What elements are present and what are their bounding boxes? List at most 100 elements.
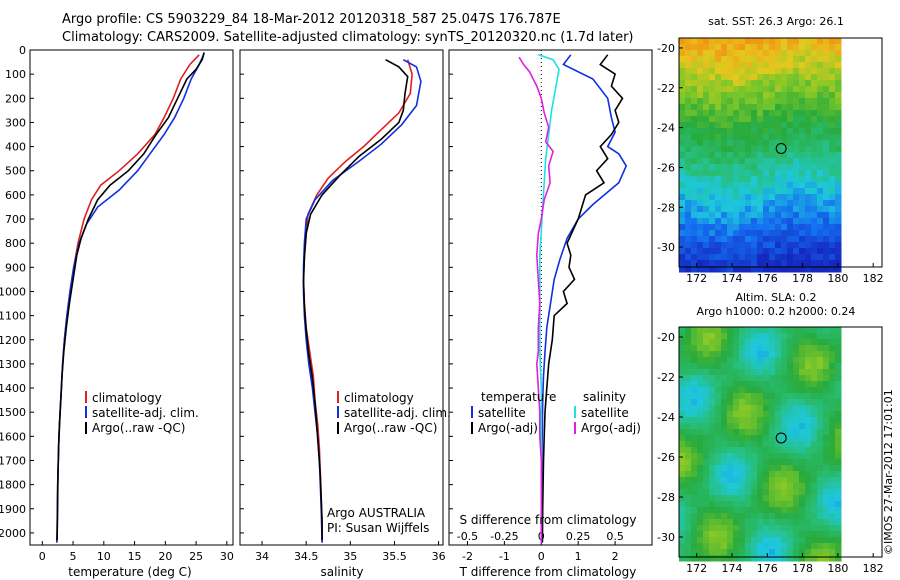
- map-cell: [685, 194, 692, 201]
- map-cell: [787, 74, 794, 81]
- map-cell: [721, 363, 728, 370]
- map-cell: [721, 224, 728, 231]
- map-cell: [727, 513, 734, 520]
- map-cell: [805, 339, 812, 346]
- map-cell: [739, 519, 746, 526]
- map-cell: [823, 176, 830, 183]
- map-cell: [703, 122, 710, 129]
- map-cell: [811, 236, 818, 243]
- map-cell: [763, 531, 770, 538]
- map-cell: [799, 507, 806, 514]
- map-cell: [697, 453, 704, 460]
- map-cell: [685, 230, 692, 237]
- map-cell: [787, 429, 794, 436]
- map-cell: [739, 38, 746, 45]
- map-cell: [763, 260, 770, 267]
- map-cell: [697, 405, 704, 412]
- map-cell: [739, 62, 746, 69]
- map-cell: [757, 50, 764, 57]
- map-cell: [823, 122, 830, 129]
- map-cell: [721, 459, 728, 466]
- map-cell: [691, 248, 698, 255]
- map-cell: [793, 369, 800, 376]
- x-tick-label: -1: [499, 550, 510, 563]
- map-cell: [763, 188, 770, 195]
- map-cell: [703, 339, 710, 346]
- map-cell: [697, 206, 704, 213]
- map-cell: [787, 525, 794, 532]
- map-cell: [781, 200, 788, 207]
- map-cell: [811, 525, 818, 532]
- map-cell: [697, 483, 704, 490]
- map-cell: [787, 477, 794, 484]
- map-cell: [769, 459, 776, 466]
- map-cell: [721, 74, 728, 81]
- map-cell: [835, 411, 842, 418]
- map-cell: [811, 411, 818, 418]
- map-cell: [781, 411, 788, 418]
- map-cell: [787, 44, 794, 51]
- map-cell: [823, 146, 830, 153]
- map-cell: [835, 62, 842, 69]
- map-cell: [679, 375, 686, 382]
- map-cell: [727, 122, 734, 129]
- map-cell: [781, 345, 788, 352]
- map-cell: [793, 92, 800, 99]
- map-cell: [733, 122, 740, 129]
- map-cell: [709, 537, 716, 544]
- map-cell: [733, 158, 740, 165]
- map-cell: [679, 140, 686, 147]
- map-cell: [715, 188, 722, 195]
- map-cell: [829, 194, 836, 201]
- map-cell: [727, 471, 734, 478]
- map-cell: [697, 477, 704, 484]
- depth-tick-label: 300: [5, 116, 26, 129]
- map-cell: [721, 441, 728, 448]
- map-cell: [775, 333, 782, 340]
- map-cell: [685, 429, 692, 436]
- map-cell: [691, 471, 698, 478]
- map-cell: [751, 206, 758, 213]
- map-cell: [829, 182, 836, 189]
- map-cell: [835, 206, 842, 213]
- map-cell: [823, 519, 830, 526]
- difference-xlabel: T difference from climatology: [459, 565, 637, 579]
- map-cell: [829, 104, 836, 111]
- depth-tick-label: 0: [19, 44, 26, 57]
- map-cell: [709, 194, 716, 201]
- map-cell: [727, 260, 734, 267]
- map-cell: [811, 248, 818, 255]
- map-cell: [769, 417, 776, 424]
- map-cell: [679, 333, 686, 340]
- map-cell: [763, 206, 770, 213]
- map-cell: [811, 230, 818, 237]
- map-cell: [829, 116, 836, 123]
- map-cell: [727, 230, 734, 237]
- map-cell: [775, 98, 782, 105]
- map-cell: [829, 471, 836, 478]
- map-cell: [775, 218, 782, 225]
- depth-tick-label: 1300: [0, 358, 26, 371]
- map-cell: [805, 453, 812, 460]
- map-cell: [703, 152, 710, 159]
- map-cell: [829, 62, 836, 69]
- map-cell: [709, 158, 716, 165]
- map-cell: [811, 218, 818, 225]
- map-x-tick-label: 176: [757, 272, 778, 285]
- map-cell: [697, 80, 704, 87]
- map-cell: [823, 483, 830, 490]
- map-cell: [745, 375, 752, 382]
- map-cell: [805, 62, 812, 69]
- map-cell: [757, 116, 764, 123]
- map-cell: [793, 345, 800, 352]
- map-cell: [739, 531, 746, 538]
- map-cell: [805, 50, 812, 57]
- map-cell: [775, 242, 782, 249]
- map-cell: [727, 501, 734, 508]
- map-cell: [691, 453, 698, 460]
- map-cell: [811, 501, 818, 508]
- map-cell: [709, 459, 716, 466]
- map-cell: [829, 345, 836, 352]
- map-cell: [781, 525, 788, 532]
- map-cell: [715, 68, 722, 75]
